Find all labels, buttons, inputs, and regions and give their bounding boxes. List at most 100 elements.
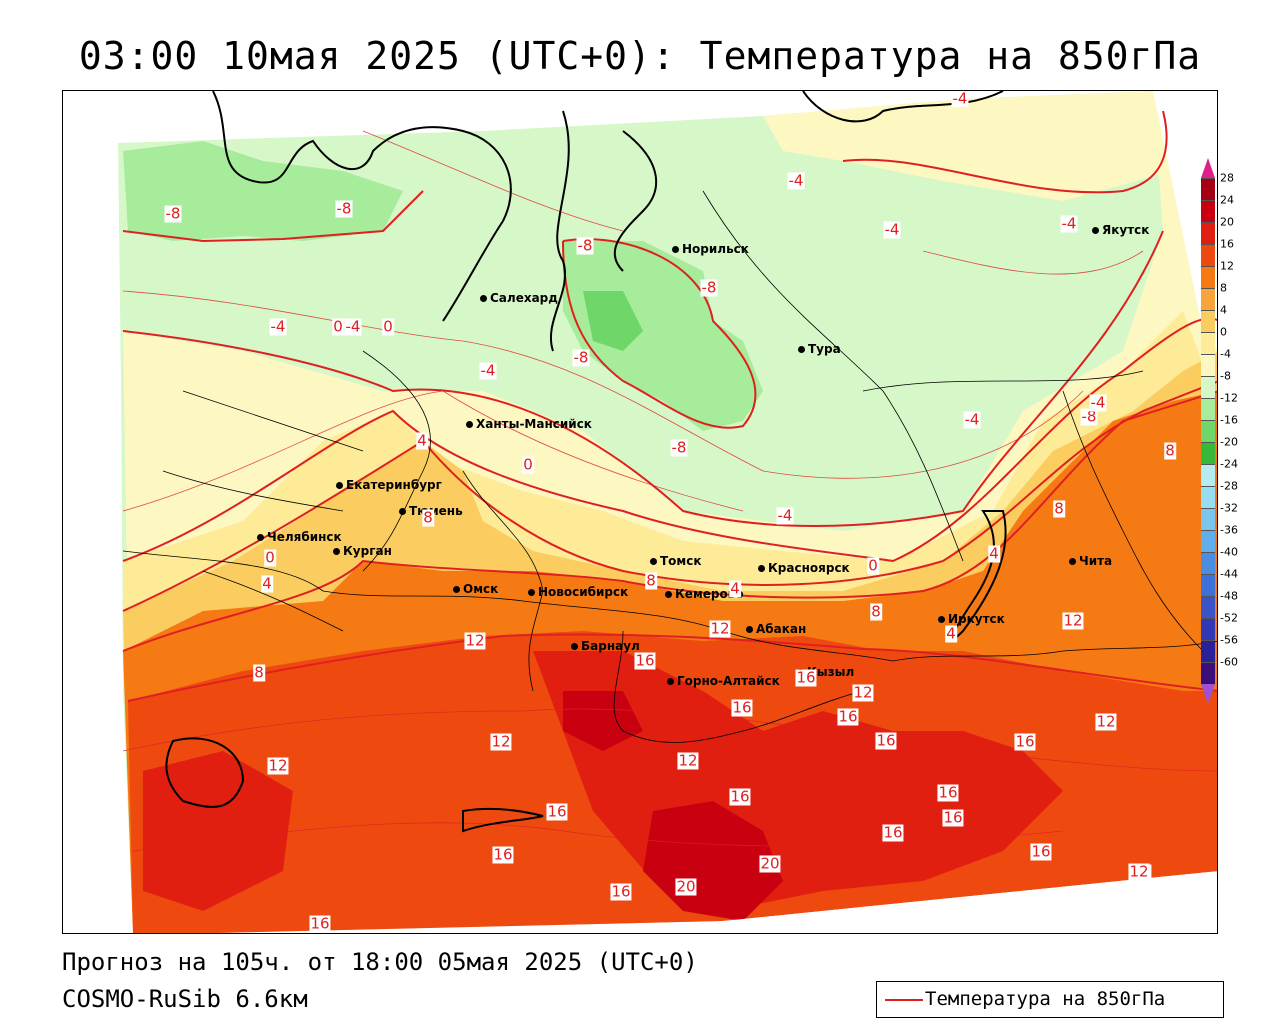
contour-label: 16: [1014, 732, 1036, 751]
colorbar-tick-label: 12: [1220, 259, 1234, 273]
colorbar-segment: [1201, 266, 1215, 288]
contour-label: 12: [1095, 712, 1117, 731]
contour-label: 16: [731, 698, 753, 717]
city-salekhard[interactable]: Салехард: [480, 291, 558, 305]
contour-label: 4: [261, 574, 273, 593]
contour-label: -4: [951, 90, 969, 108]
model-name: COSMO-RuSib 6.6км: [62, 985, 308, 1013]
contour-label: 20: [675, 877, 697, 896]
colorbar-tick-label: -56: [1220, 633, 1238, 647]
contour-label: -4: [883, 220, 901, 239]
colorbar-bottom-arrow: [1201, 684, 1215, 704]
contour-label: -8: [670, 438, 688, 457]
city-tura[interactable]: Тура: [798, 342, 841, 356]
contour-label: 4: [416, 431, 428, 450]
contour-label: -4: [1089, 393, 1107, 412]
contour-label: -8: [700, 278, 718, 297]
city-novosibirsk[interactable]: Новосибирск: [528, 585, 628, 599]
colorbar-segment: [1201, 442, 1215, 464]
city-irkutsk[interactable]: Иркутск: [938, 612, 1005, 626]
colorbar-segment: [1201, 332, 1215, 354]
colorbar-segment: [1201, 662, 1215, 684]
contour-label: -4: [787, 171, 805, 190]
zone-north-yellow: [763, 91, 1173, 201]
colorbar-tick-label: 24: [1220, 193, 1234, 207]
zone-24b: [563, 691, 643, 751]
contour-label: 0: [382, 317, 394, 336]
contour-label: 0: [522, 455, 534, 474]
colorbar-segment: [1201, 508, 1215, 530]
zone-20b: [143, 751, 293, 911]
city-krasnoyarsk[interactable]: Красноярск: [758, 561, 850, 575]
city-yakutsk[interactable]: Якутск: [1092, 223, 1149, 237]
contour-label: 16: [729, 787, 751, 806]
contour-label: 12: [464, 631, 486, 650]
contour-label: 16: [546, 802, 568, 821]
city-abakan[interactable]: Абакан: [746, 622, 806, 636]
city-kurgan[interactable]: Курган: [333, 544, 392, 558]
colorbar-segment: [1201, 552, 1215, 574]
colorbar-tick-label: -12: [1220, 391, 1238, 405]
colorbar-tick-label: 16: [1220, 237, 1234, 251]
colorbar-segment: [1201, 310, 1215, 332]
colorbar-tick-label: -4: [1220, 347, 1231, 361]
contour-label: 12: [1062, 611, 1084, 630]
city-yekaterinburg[interactable]: Екатеринбург: [336, 478, 442, 492]
colorbar: 28 24 20 16 12 8 4 0 -4 -8 -12 -16 -20 -24 -28 -32 -36 -4…: [1199, 158, 1259, 704]
city-chelyabinsk[interactable]: Челябинск: [257, 530, 342, 544]
contour-label: 16: [942, 808, 964, 827]
legend-label: Температура на 850гПа: [925, 988, 1166, 1010]
zone-minus8-north: [123, 141, 403, 241]
colorbar-segment: [1201, 530, 1215, 552]
city-khanty-mansiysk[interactable]: Ханты-Мансийск: [466, 417, 592, 431]
contour-label: 20: [759, 854, 781, 873]
colorbar-segment: [1201, 640, 1215, 662]
zone-minus12-patch: [583, 291, 643, 351]
contour-label: -4: [479, 361, 497, 380]
map-title: 03:00 10мая 2025 (UTC+0): Температура на…: [78, 34, 1202, 78]
contour-label: -4: [344, 317, 362, 336]
contour-label: 0: [264, 548, 276, 567]
contour-label: -8: [1080, 407, 1098, 426]
colorbar-tick-label: 20: [1220, 215, 1234, 229]
contour-label: 8: [870, 602, 882, 621]
colorbar-tick-label: -32: [1220, 501, 1238, 515]
contour-label: -8: [335, 199, 353, 218]
contour-label: 16: [634, 651, 656, 670]
colorbar-segment: [1201, 178, 1215, 200]
colorbar-segment: [1201, 398, 1215, 420]
legend-box: Температура на 850гПа: [876, 981, 1224, 1018]
contour-label: 8: [422, 508, 434, 527]
contour-label: 4: [988, 544, 1000, 563]
colorbar-segment: [1201, 486, 1215, 508]
city-tomsk[interactable]: Томск: [650, 554, 702, 568]
colorbar-tick-label: 28: [1220, 171, 1234, 185]
colorbar-tick-label: -24: [1220, 457, 1238, 471]
colorbar-tick-label: -16: [1220, 413, 1238, 427]
colorbar-tick-label: 4: [1220, 303, 1227, 317]
contour-label: -4: [963, 410, 981, 429]
city-omsk[interactable]: Омск: [453, 582, 498, 596]
colorbar-segment: [1201, 464, 1215, 486]
contour-label: 12: [490, 732, 512, 751]
colorbar-tick-label: -44: [1220, 567, 1238, 581]
contour-label: 8: [1164, 441, 1176, 460]
contour-label: 8: [1053, 499, 1065, 518]
colorbar-tick-label: -20: [1220, 435, 1238, 449]
zone-minus8-center: [563, 241, 763, 431]
colorbar-segment: [1201, 618, 1215, 640]
temperature-map[interactable]: Якутск Норильск Салехард Тура Ханты-Манс…: [62, 90, 1218, 934]
city-kemerovo[interactable]: Кемерово: [665, 587, 744, 601]
city-norilsk[interactable]: Норильск: [672, 242, 749, 256]
city-gorno-altaysk[interactable]: Горно-Алтайск: [667, 674, 780, 688]
contour-label: 12: [709, 619, 731, 638]
contour-label: 8: [253, 663, 265, 682]
colorbar-segment: [1201, 244, 1215, 266]
contour-label: 12: [1128, 862, 1150, 881]
city-chita[interactable]: Чита: [1069, 554, 1112, 568]
contour-label: -8: [164, 204, 182, 223]
city-barnaul[interactable]: Барнаул: [571, 639, 640, 653]
colorbar-segment: [1201, 222, 1215, 244]
contour-label: -8: [576, 236, 594, 255]
city-kyzyl[interactable]: Кызыл: [797, 665, 854, 679]
